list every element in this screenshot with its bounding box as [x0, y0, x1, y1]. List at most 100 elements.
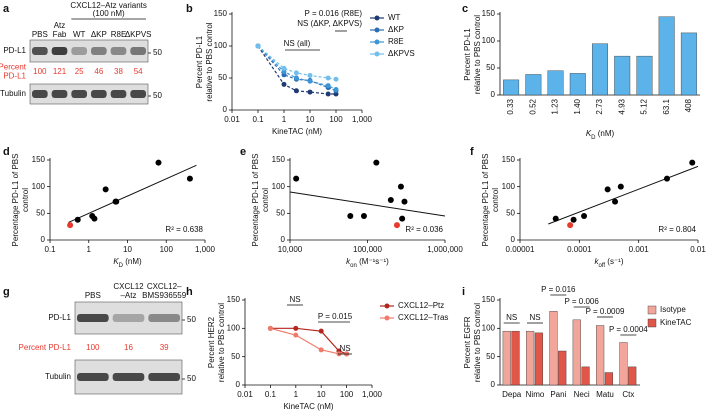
x-tick-label: Neci: [574, 390, 590, 399]
x-label-symbol: K: [586, 129, 592, 138]
series-line: [270, 327, 347, 355]
data-point: [318, 347, 324, 353]
annotation: NS: [506, 313, 517, 322]
y-tick-label: 0: [511, 235, 516, 244]
data-point: [293, 332, 299, 338]
lane-label: Atz: [54, 21, 66, 30]
data-point: [333, 76, 339, 82]
data-point: [617, 183, 624, 190]
y-tick-label: 150: [32, 155, 46, 164]
y-tick-label: 0: [281, 235, 286, 244]
x-tick-label: 0.01: [224, 115, 240, 124]
y-tick-label: 50: [486, 352, 495, 361]
legend-marker: [374, 27, 380, 33]
legend-marker: [374, 39, 380, 45]
x-tick-label: 0.1: [252, 115, 264, 124]
y-tick-label: 0: [491, 90, 496, 99]
annotation: R² = 0.804: [658, 225, 696, 234]
y-axis-label: Percent EGFR: [463, 316, 472, 368]
x-tick-label: 0.33: [506, 98, 515, 114]
x-tick-label: 0.52: [528, 98, 537, 114]
x-axis-label: KineTAC (nM): [283, 402, 333, 411]
x-tick-label: 0.0001: [567, 245, 592, 254]
lane-group-label: CXCL12–Atz variants: [70, 1, 146, 10]
y-tick-label: 150: [227, 295, 241, 304]
lane-label: CXCL12–: [147, 282, 182, 291]
bar: [619, 342, 628, 386]
annotation: P = 0.015: [318, 312, 353, 321]
x-label-symbol: k: [346, 257, 351, 266]
y-tick-label: 150: [214, 9, 228, 18]
panel-letter: g: [3, 286, 10, 298]
percent-value: 38: [114, 67, 123, 76]
x-tick-label: 10: [306, 115, 315, 124]
x-label-unit: (nM): [123, 257, 142, 266]
data-point: [325, 83, 331, 89]
bar: [581, 366, 590, 386]
blot-band: [91, 90, 107, 98]
series-line: [270, 327, 347, 355]
legend-label: WT: [388, 13, 401, 22]
blot-band: [71, 90, 87, 98]
y-axis-label: Percent HER2: [207, 316, 216, 368]
x-tick-label: 0.01: [690, 245, 706, 254]
legend-label: Isotype: [660, 305, 686, 314]
annotation: NS (ΔKP, ΔKPVS): [297, 19, 362, 28]
bar: [680, 32, 697, 96]
x-tick-label: 100: [160, 245, 174, 254]
y-tick-label: 50: [276, 208, 285, 217]
percent-value: 100: [33, 67, 47, 76]
mw-marker: 50: [187, 374, 196, 383]
x-tick-label: 10,000: [278, 245, 303, 254]
bar: [547, 70, 564, 96]
data-point: [91, 215, 98, 222]
row-label: PD-L1: [3, 46, 26, 55]
blot-band: [51, 90, 68, 98]
y-tick-label: 100: [32, 182, 46, 191]
y-axis-label: control: [491, 188, 500, 212]
mw-marker: 50: [153, 48, 162, 57]
x-tick-label: 0.1: [265, 390, 277, 399]
x-tick-label: 100: [340, 390, 354, 399]
x-tick-label: 0.00001: [506, 245, 535, 254]
lane-label: BMS936559: [142, 291, 187, 300]
x-tick-label: 1,000: [362, 390, 383, 399]
bar: [596, 325, 605, 386]
annotation: NS: [339, 344, 350, 353]
data-point: [689, 159, 696, 166]
series-line: [257, 45, 337, 91]
y-tick-label: 150: [502, 155, 516, 164]
legend-label: ΔKPVS: [388, 49, 415, 58]
blot-band: [91, 47, 107, 55]
x-tick-label: 1: [87, 245, 92, 254]
y-tick-label: 50: [506, 208, 515, 217]
x-label-unit: (s⁻¹): [605, 257, 624, 266]
blot-band: [51, 47, 68, 55]
mw-marker: 50: [153, 91, 162, 100]
y-axis-label: Percent PD-L1: [463, 28, 472, 81]
legend-swatch: [647, 305, 657, 315]
y-tick-label: 0: [223, 105, 228, 114]
x-axis-label: KineTAC (nM): [272, 127, 322, 136]
data-point: [293, 70, 299, 76]
legend-label: CXCL12–Tras: [398, 313, 448, 322]
blot-band: [148, 373, 180, 381]
lane-label: WT: [73, 30, 86, 39]
x-label-unit: (M⁻¹s⁻¹): [357, 257, 389, 266]
fit-line: [548, 165, 699, 225]
y-tick-label: 0: [41, 235, 46, 244]
x-tick-label: Depa: [502, 390, 522, 399]
annotation: NS (all): [284, 39, 311, 48]
mw-marker: 50: [187, 315, 196, 324]
lane-label: ΔKP: [91, 30, 107, 39]
data-point: [581, 213, 588, 219]
y-tick-label: 150: [482, 295, 496, 304]
data-point: [293, 175, 300, 182]
percent-value: 39: [160, 343, 169, 352]
bar: [572, 319, 581, 386]
data-point: [333, 87, 339, 93]
bar: [549, 311, 558, 386]
data-point: [318, 328, 324, 334]
bar: [604, 372, 613, 386]
